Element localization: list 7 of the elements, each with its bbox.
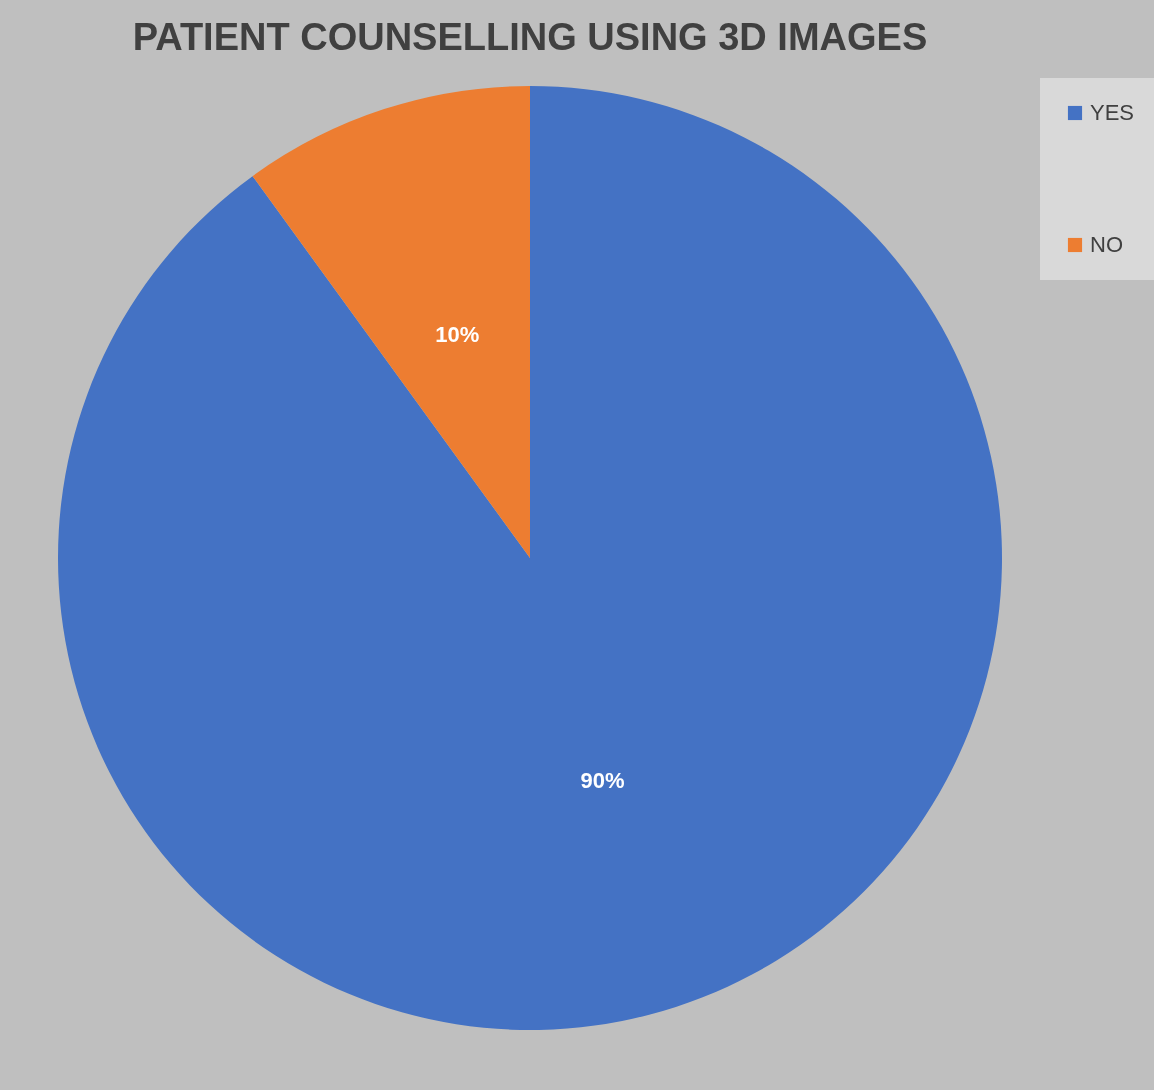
- data-label: 10%: [435, 321, 480, 347]
- pie-slice: [58, 86, 1002, 1030]
- legend-label: YES: [1090, 100, 1135, 125]
- data-label: 90%: [580, 768, 625, 794]
- chart-title: PATIENT COUNSELLING USING 3D IMAGES: [132, 16, 928, 58]
- legend-label: NO: [1090, 232, 1123, 257]
- pie-slice: [252, 86, 530, 558]
